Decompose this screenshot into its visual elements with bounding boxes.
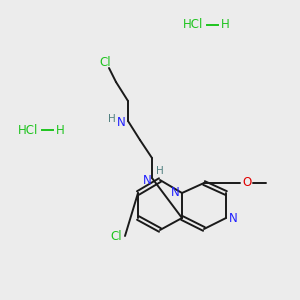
Text: HCl: HCl xyxy=(183,19,203,32)
Text: N: N xyxy=(229,212,237,226)
Text: N: N xyxy=(171,185,179,199)
Text: H: H xyxy=(156,166,164,176)
Text: HCl: HCl xyxy=(18,124,38,136)
Text: Cl: Cl xyxy=(110,230,122,242)
Text: Cl: Cl xyxy=(99,56,111,70)
Text: N: N xyxy=(142,173,152,187)
Text: O: O xyxy=(242,176,252,190)
Text: N: N xyxy=(117,116,125,128)
Text: H: H xyxy=(108,114,116,124)
Text: H: H xyxy=(220,19,230,32)
Text: H: H xyxy=(56,124,64,136)
